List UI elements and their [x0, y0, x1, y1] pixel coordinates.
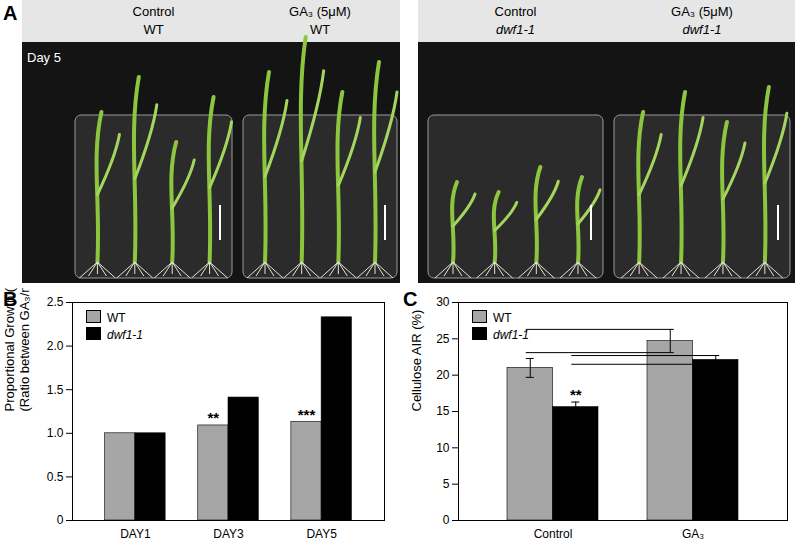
svg-text:Day 5: Day 5 — [27, 50, 61, 65]
svg-text:1.5: 1.5 — [47, 383, 64, 397]
svg-text:Control: Control — [133, 4, 175, 19]
svg-text:**: ** — [208, 409, 220, 426]
svg-text:10: 10 — [436, 441, 450, 455]
svg-text:15: 15 — [436, 404, 450, 418]
svg-text:Proportional Growth (cm)(Ratio: Proportional Growth (cm)(Ratio between G… — [2, 288, 32, 412]
svg-text:20: 20 — [436, 368, 450, 382]
svg-text:Control: Control — [495, 4, 537, 19]
svg-text:**: ** — [570, 386, 582, 403]
svg-text:Control: Control — [534, 527, 573, 541]
svg-text:GA₃: GA₃ — [682, 527, 704, 541]
svg-text:A: A — [3, 2, 17, 24]
svg-text:0: 0 — [443, 513, 450, 527]
svg-text:5: 5 — [443, 477, 450, 491]
svg-text:0: 0 — [57, 513, 64, 527]
svg-text:Cellulose AIR (%): Cellulose AIR (%) — [409, 310, 424, 412]
svg-text:WT: WT — [143, 22, 163, 37]
svg-text:dwf1-1: dwf1-1 — [682, 22, 721, 37]
svg-text:DAY5: DAY5 — [306, 527, 337, 541]
svg-text:0.5: 0.5 — [47, 470, 64, 484]
svg-text:WT: WT — [310, 22, 330, 37]
svg-text:2.0: 2.0 — [47, 339, 64, 353]
svg-text:***: *** — [298, 406, 316, 423]
svg-text:2.5: 2.5 — [47, 295, 64, 309]
svg-text:GA₃ (5μM): GA₃ (5μM) — [289, 4, 351, 19]
svg-text:30: 30 — [436, 295, 450, 309]
svg-text:GA₃ (5μM): GA₃ (5μM) — [671, 4, 733, 19]
svg-text:1.0: 1.0 — [47, 426, 64, 440]
svg-text:DAY1: DAY1 — [120, 527, 151, 541]
svg-text:DAY3: DAY3 — [213, 527, 244, 541]
svg-text:25: 25 — [436, 332, 450, 346]
svg-text:dwf1-1: dwf1-1 — [496, 22, 535, 37]
